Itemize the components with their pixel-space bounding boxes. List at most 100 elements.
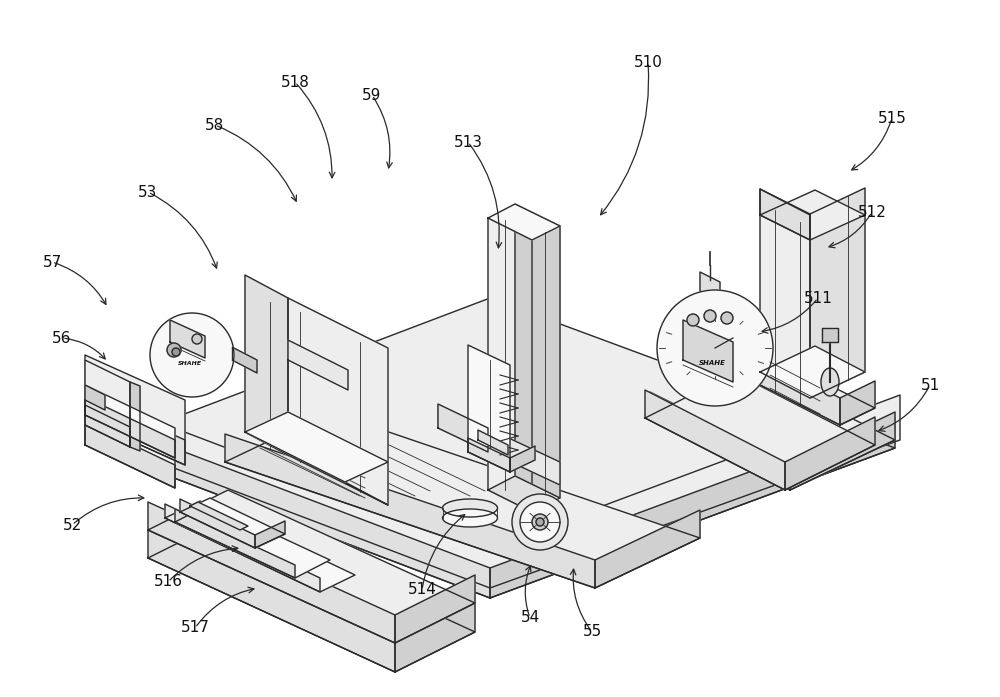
Polygon shape [760,189,810,398]
Circle shape [172,348,180,356]
Polygon shape [288,298,388,505]
Text: 518: 518 [281,75,309,89]
Polygon shape [85,365,140,445]
Circle shape [167,343,181,357]
Polygon shape [225,434,595,588]
Polygon shape [822,328,838,342]
Polygon shape [760,189,810,240]
Polygon shape [245,275,288,455]
Text: 515: 515 [878,111,906,125]
Circle shape [520,502,560,542]
Polygon shape [478,430,508,455]
Polygon shape [180,498,285,548]
Circle shape [150,313,234,397]
Polygon shape [245,412,388,482]
Polygon shape [85,395,185,465]
Circle shape [512,494,568,550]
Polygon shape [760,346,865,398]
Text: SHAHE: SHAHE [699,360,725,366]
Polygon shape [785,417,875,490]
Polygon shape [85,385,105,410]
Polygon shape [190,502,248,530]
Polygon shape [165,504,320,592]
Polygon shape [148,530,395,672]
Polygon shape [130,382,140,451]
Polygon shape [95,418,490,598]
Polygon shape [790,412,895,490]
Text: SHAHE: SHAHE [178,360,202,365]
Text: 517: 517 [181,620,209,636]
Polygon shape [85,355,185,465]
Polygon shape [395,575,475,643]
Polygon shape [760,190,865,240]
Polygon shape [840,381,875,425]
Polygon shape [148,490,475,643]
Polygon shape [468,345,510,472]
Polygon shape [645,390,785,490]
Polygon shape [85,397,175,458]
Text: 54: 54 [520,611,540,625]
Polygon shape [395,603,475,672]
Polygon shape [750,353,840,425]
Polygon shape [148,502,395,643]
Text: 53: 53 [138,185,158,199]
Text: 56: 56 [52,330,72,346]
Polygon shape [245,432,388,505]
Text: 513: 513 [454,135,482,149]
Circle shape [192,334,202,344]
Polygon shape [650,370,895,490]
Text: 512: 512 [858,204,886,220]
Circle shape [532,514,548,530]
Text: 55: 55 [582,625,602,640]
Polygon shape [85,385,175,458]
Text: 52: 52 [62,517,82,533]
Text: 59: 59 [362,88,382,102]
Polygon shape [85,422,175,488]
Polygon shape [488,476,560,512]
Text: 51: 51 [920,378,940,392]
Polygon shape [95,395,900,588]
Polygon shape [438,404,488,452]
Circle shape [704,310,716,322]
Polygon shape [232,347,257,373]
Polygon shape [488,218,532,512]
Polygon shape [438,405,560,485]
Circle shape [536,518,544,526]
Polygon shape [645,373,875,490]
Polygon shape [85,360,130,447]
Circle shape [721,312,733,324]
Polygon shape [85,405,130,447]
Ellipse shape [442,499,498,517]
Polygon shape [288,340,348,390]
Polygon shape [683,320,733,382]
Polygon shape [810,188,865,398]
Polygon shape [468,438,510,472]
Ellipse shape [821,368,839,396]
Polygon shape [750,363,875,425]
Polygon shape [510,446,535,472]
Polygon shape [175,504,330,578]
Text: 514: 514 [408,583,436,597]
Circle shape [687,314,699,326]
Circle shape [657,290,773,406]
Polygon shape [180,499,255,548]
Polygon shape [225,412,700,588]
Text: 511: 511 [804,291,832,305]
Polygon shape [650,392,790,490]
Polygon shape [488,204,560,240]
Polygon shape [148,518,475,672]
Polygon shape [515,204,560,498]
Polygon shape [490,418,895,598]
Polygon shape [95,298,895,598]
Text: 516: 516 [154,574,182,590]
Text: 510: 510 [634,54,662,70]
Polygon shape [170,320,205,358]
Ellipse shape [442,509,498,527]
Polygon shape [595,510,700,588]
Polygon shape [175,509,295,578]
Polygon shape [255,521,285,548]
Text: 58: 58 [205,118,225,132]
Text: 57: 57 [42,254,62,270]
Polygon shape [85,415,175,488]
Polygon shape [165,501,355,592]
